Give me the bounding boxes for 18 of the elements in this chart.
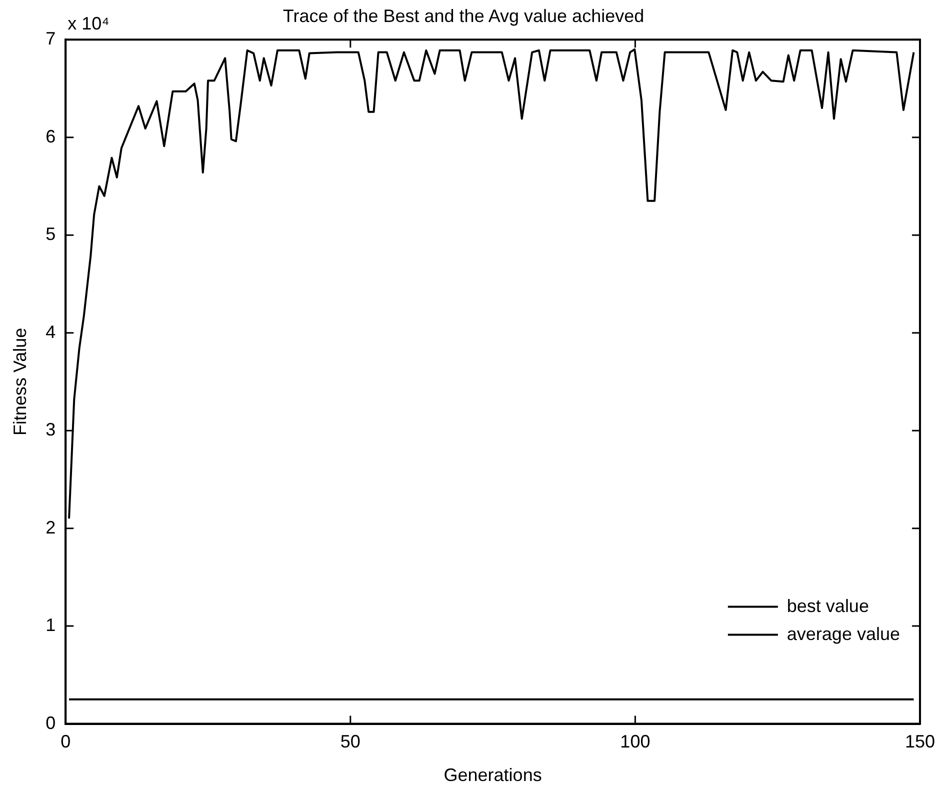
y-tick-label: 4 bbox=[46, 322, 56, 342]
x-tick-label: 0 bbox=[60, 732, 71, 752]
y-tick-label: 3 bbox=[46, 420, 56, 440]
legend-label: best value bbox=[786, 596, 869, 616]
y-tick-label: 1 bbox=[46, 615, 56, 636]
x-axis-title: Generations bbox=[444, 765, 542, 786]
x-tick-label: 100 bbox=[620, 732, 650, 752]
y-tick-label: 2 bbox=[46, 517, 56, 538]
y-tick-label: 7 bbox=[46, 28, 56, 49]
x-tick-label: 50 bbox=[340, 732, 360, 752]
y-axis-title: Fitness Value bbox=[10, 328, 30, 436]
text: x 10⁴ bbox=[68, 14, 110, 34]
x-tick-label: 150 bbox=[904, 732, 936, 752]
y-tick-label: 5 bbox=[46, 224, 56, 244]
y-tick-label: 6 bbox=[46, 126, 56, 146]
chart-title: Trace of the Best and the Avg value achieved bbox=[282, 6, 644, 26]
legend-label: average value bbox=[786, 624, 900, 644]
y-tick-label: 0 bbox=[46, 712, 56, 733]
